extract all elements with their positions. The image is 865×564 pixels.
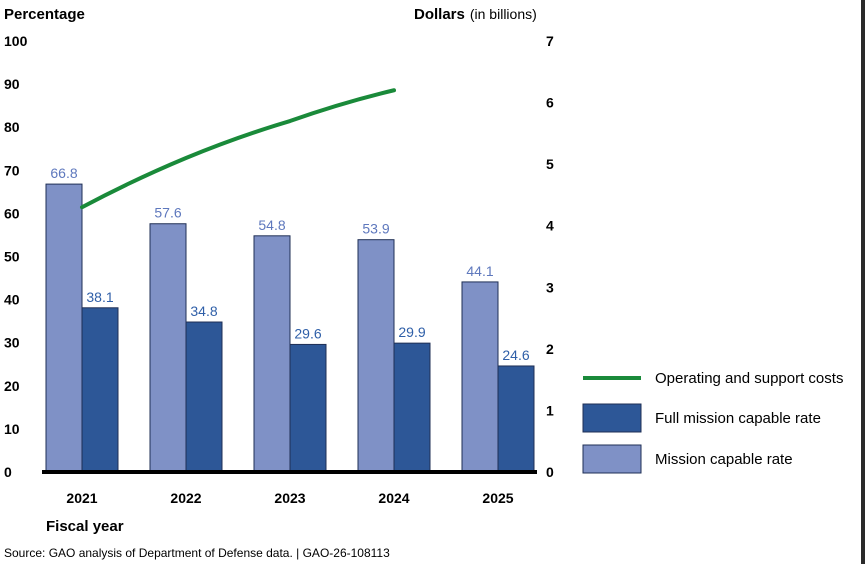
legend: Operating and support costs Full mission … [582, 370, 843, 474]
x-tick-label: 2021 [66, 490, 97, 506]
left-tick-label: 10 [4, 421, 20, 437]
cost-line [80, 88, 396, 210]
bars-group [45, 183, 535, 473]
right-tick-label: 0 [546, 464, 554, 480]
bar [45, 183, 83, 473]
bar [393, 342, 431, 473]
left-tick-label: 70 [4, 162, 20, 178]
left-tick-label: 50 [4, 249, 20, 265]
left-tick-label: 30 [4, 335, 20, 351]
source-note: Source: GAO analysis of Department of De… [4, 546, 390, 560]
bar [81, 307, 119, 473]
bar-data-label: 24.6 [502, 347, 529, 363]
bar-data-label: 38.1 [86, 289, 113, 305]
x-tick-label: 2025 [482, 490, 513, 506]
bar [461, 281, 499, 473]
bar-data-label: 34.8 [190, 303, 217, 319]
bar-data-label: 44.1 [466, 263, 493, 279]
x-tick-label: 2023 [274, 490, 305, 506]
bar [149, 223, 187, 473]
legend-label: Operating and support costs [655, 370, 843, 387]
left-tick-label: 40 [4, 292, 20, 308]
bar [497, 365, 535, 473]
legend-label: Full mission capable rate [655, 410, 821, 427]
x-tick-label: 2022 [170, 490, 201, 506]
legend-label: Mission capable rate [655, 451, 793, 468]
left-tick-label: 60 [4, 205, 20, 221]
bar-data-label: 57.6 [154, 205, 181, 221]
right-tick-label: 7 [546, 33, 554, 49]
left-axis-ticks: 0 10 20 30 40 50 60 70 80 90 100 [4, 33, 28, 480]
bar [289, 343, 327, 473]
right-tick-label: 5 [546, 156, 554, 172]
right-axis-ticks: 0 1 2 3 4 5 6 7 [546, 33, 554, 480]
right-tick-label: 1 [546, 402, 554, 418]
legend-swatch-box [582, 444, 642, 474]
x-axis-title: Fiscal year [46, 518, 124, 535]
cost-line-group [80, 88, 396, 210]
left-tick-label: 100 [4, 33, 28, 49]
bar-data-label: 29.9 [398, 324, 425, 340]
legend-swatch-box [582, 403, 642, 433]
bar [253, 235, 291, 473]
x-axis-ticks: 2021 2022 2023 2024 2025 [66, 490, 513, 506]
left-tick-label: 80 [4, 119, 20, 135]
left-tick-label: 20 [4, 378, 20, 394]
bar-data-label: 54.8 [258, 217, 285, 233]
left-axis-title: Percentage [4, 6, 85, 23]
bar [357, 239, 395, 473]
bar-data-label: 53.9 [362, 221, 389, 237]
bar [185, 321, 223, 473]
x-tick-label: 2024 [378, 490, 409, 506]
left-tick-label: 90 [4, 76, 20, 92]
bar-data-label: 66.8 [50, 165, 77, 181]
left-tick-label: 0 [4, 464, 12, 480]
right-tick-label: 3 [546, 279, 554, 295]
bar-data-label: 29.6 [294, 325, 321, 341]
bar-labels-group: 66.8 38.1 57.6 34.8 54.8 29.6 53.9 29.9 44.1 24.6 [50, 165, 529, 363]
right-tick-label: 2 [546, 341, 554, 357]
right-tick-label: 6 [546, 95, 554, 111]
right-axis-title: Dollars (in billions) [414, 6, 537, 23]
right-tick-label: 4 [546, 218, 554, 234]
